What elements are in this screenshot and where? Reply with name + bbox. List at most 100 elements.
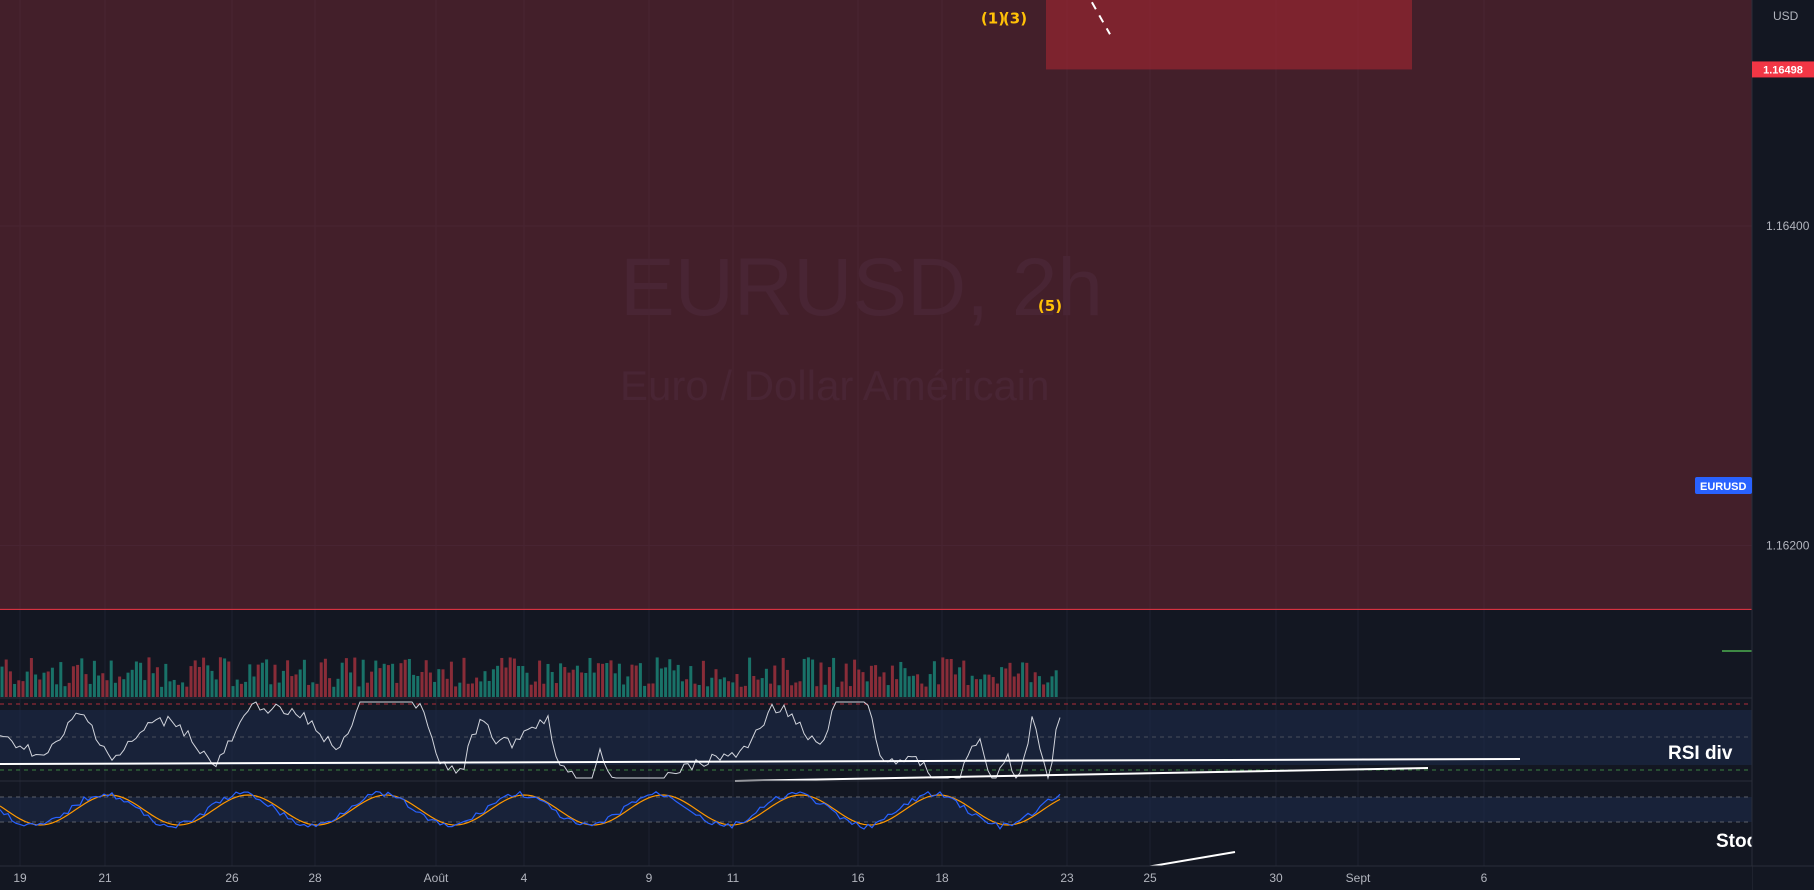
time-axis[interactable] — [0, 866, 1752, 890]
drawings[interactable]: (1)(2)(3)(4)(5)(1)(2)(3)(4)(5) — [0, 0, 1111, 315]
volume-bar — [861, 672, 865, 697]
volume-bar — [13, 683, 17, 697]
volume-bar — [802, 658, 806, 697]
volume-bar — [151, 673, 155, 697]
volume-bar — [349, 672, 353, 697]
volume-bar — [130, 669, 134, 697]
volume-bar — [832, 657, 836, 697]
volume-bar — [588, 657, 592, 697]
volume-bar — [332, 686, 336, 697]
volume-bar — [697, 685, 701, 697]
volume-bar — [46, 671, 50, 697]
volume-bar — [983, 674, 987, 697]
volume-bar — [500, 657, 504, 697]
volume-bar — [995, 683, 999, 697]
volume-bar — [197, 666, 201, 697]
volume-bar — [559, 663, 563, 697]
time-tick-label: 9 — [646, 871, 653, 885]
volume-bar — [433, 681, 437, 697]
volume-bar — [126, 672, 130, 697]
volume-bar — [382, 663, 386, 697]
volume-bar — [878, 676, 882, 697]
price-tag-value: 1.16498 — [1763, 64, 1803, 76]
volume-bar — [622, 684, 626, 697]
volume-bar — [941, 657, 945, 697]
volume-bar — [760, 678, 764, 697]
volume-bar — [756, 679, 760, 697]
volume-bar — [781, 657, 785, 697]
volume-bar — [441, 669, 445, 697]
volume-bar — [529, 684, 533, 697]
volume-bar — [819, 662, 823, 697]
volume-bar — [714, 669, 718, 697]
volume-bar — [504, 667, 508, 697]
volume-bar — [0, 666, 4, 697]
volume-bar — [911, 675, 915, 697]
volume-bar — [575, 665, 579, 697]
volume-bar — [328, 678, 332, 697]
volume-bar — [122, 679, 126, 697]
volume-bar — [315, 683, 319, 697]
volume-bar — [25, 671, 29, 697]
volume-bar — [365, 682, 369, 697]
volume-bar — [1016, 673, 1020, 697]
volume-bar — [235, 679, 239, 697]
red-zone — [0, 0, 1752, 610]
volume-bar — [147, 657, 151, 697]
time-tick-label: 25 — [1143, 871, 1157, 885]
volume-bar — [937, 684, 941, 697]
time-tick-label: Sept — [1346, 871, 1371, 885]
volume-bar — [105, 680, 109, 697]
volume-bar — [34, 674, 38, 697]
volume-bar — [487, 680, 491, 697]
volume-bar — [269, 684, 273, 697]
volume-bar — [294, 674, 298, 697]
volume-bar — [239, 683, 243, 697]
volume-bar — [160, 686, 164, 697]
volume-bar — [403, 659, 407, 697]
volume-bar — [533, 681, 537, 697]
volume-bar — [92, 660, 96, 697]
elliott-sub-label: (1) — [981, 9, 1005, 27]
volume-bar — [638, 663, 642, 697]
volume-bar — [903, 668, 907, 697]
volume-bar — [521, 666, 525, 697]
time-tick-label: Août — [424, 871, 449, 885]
volume-bar — [676, 664, 680, 697]
volume-bar — [517, 665, 521, 697]
time-tick-label: 23 — [1060, 871, 1074, 885]
volume-bar — [29, 658, 33, 697]
volume-bar — [966, 685, 970, 697]
volume-bar — [798, 681, 802, 697]
volume-bar — [134, 661, 138, 697]
volume-bar — [475, 677, 479, 697]
volume-bar — [1012, 676, 1016, 697]
volume-bar — [470, 683, 474, 697]
watermark-subtitle: Euro / Dollar Américain — [620, 362, 1050, 409]
volume-bar — [113, 682, 117, 697]
volume-bar — [1004, 668, 1008, 697]
volume-bar — [890, 665, 894, 697]
volume-bar — [357, 686, 361, 697]
volume-bar — [244, 681, 248, 697]
volume-bar — [437, 669, 441, 697]
volume-bar — [865, 681, 869, 697]
zones — [0, 0, 1752, 610]
volume-bar — [958, 667, 962, 697]
volume-bar — [118, 676, 122, 697]
volume-bar — [386, 665, 390, 697]
volume-bar — [609, 660, 613, 697]
volume-bar — [991, 677, 995, 697]
volume-bar — [202, 657, 206, 697]
price-tick-label: 1.16200 — [1766, 539, 1810, 553]
volume-bar — [340, 662, 344, 697]
volume-bar — [886, 685, 890, 697]
volume-bar — [538, 660, 542, 697]
price-axis[interactable] — [1752, 0, 1814, 866]
currency-label: USD — [1773, 9, 1799, 23]
volume-bar — [567, 672, 571, 697]
volume-bar — [59, 662, 63, 697]
volume-bar — [399, 663, 403, 697]
volume-bar — [210, 670, 214, 697]
